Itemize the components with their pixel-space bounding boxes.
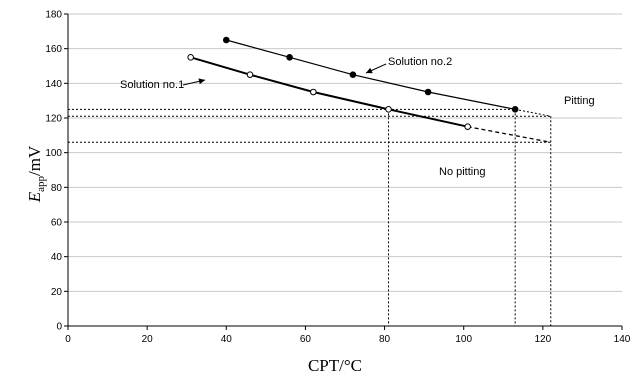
y-tick-label-180: 180 <box>45 10 62 21</box>
y-tick-label-80: 80 <box>51 183 63 194</box>
axes <box>67 14 622 327</box>
x-tick-label-40: 40 <box>221 334 233 345</box>
series <box>187 36 551 143</box>
reference-lines <box>68 108 552 326</box>
series-2-point-3 <box>424 88 432 96</box>
series-extrapolation-2 <box>515 108 551 117</box>
series-2-point-0 <box>222 36 230 44</box>
annotations: Solution no.1 Solution no.2 Pitting No p… <box>120 56 595 178</box>
x-tick-label-120: 120 <box>535 334 552 345</box>
ticks: 0 20 40 60 80 100 120 140 160 180 0 20 40 60 80 100 120 1… <box>45 10 630 346</box>
y-axis-title: Eapp/mV <box>25 145 47 203</box>
axis-titles: CPT/°C Eapp/mV <box>25 145 362 375</box>
series-2-point-2 <box>349 71 357 78</box>
series-1-point-1 <box>246 71 254 78</box>
series-2-point-4 <box>511 106 519 113</box>
x-tick-label-80: 80 <box>379 334 391 345</box>
x-tick-label-100: 100 <box>455 334 472 345</box>
x-axis-title: CPT/°C <box>308 356 362 375</box>
series-1-point-2 <box>310 88 317 96</box>
x-tick-label-0: 0 <box>65 334 71 345</box>
region-label-no-pitting: No pitting <box>439 166 485 178</box>
region-label-pitting: Pitting <box>564 95 595 107</box>
y-tick-label-20: 20 <box>51 287 63 298</box>
series-1-point-3 <box>385 106 392 113</box>
series-1-point-4 <box>464 123 471 130</box>
y-tick-label-40: 40 <box>51 252 63 263</box>
y-tick-label-140: 140 <box>45 79 62 90</box>
x-tick-label-60: 60 <box>300 334 312 345</box>
y-tick-label-100: 100 <box>45 148 62 159</box>
series-extrapolation-1 <box>467 126 551 143</box>
series-label-solution-1: Solution no.1 <box>120 79 184 91</box>
pointer-arrow-solution-2-head <box>366 67 373 74</box>
y-tick-label-120: 120 <box>45 114 62 125</box>
x-tick-label-140: 140 <box>614 334 631 345</box>
x-tick-label-20: 20 <box>142 334 154 345</box>
gridlines <box>68 13 622 292</box>
y-tick-label-60: 60 <box>51 218 63 229</box>
series-line-2 <box>226 39 516 110</box>
series-2-point-1 <box>286 54 293 61</box>
y-axis-title-subscript: app <box>35 175 47 191</box>
y-axis-title-symbol: E <box>25 191 44 203</box>
series-1-point-0 <box>187 54 194 61</box>
y-axis-title-unit: /mV <box>25 145 44 176</box>
pointer-arrow-solution-1-head <box>198 78 205 85</box>
y-tick-label-0: 0 <box>56 322 62 333</box>
y-tick-label-160: 160 <box>45 44 62 55</box>
series-label-solution-2: Solution no.2 <box>388 56 452 68</box>
